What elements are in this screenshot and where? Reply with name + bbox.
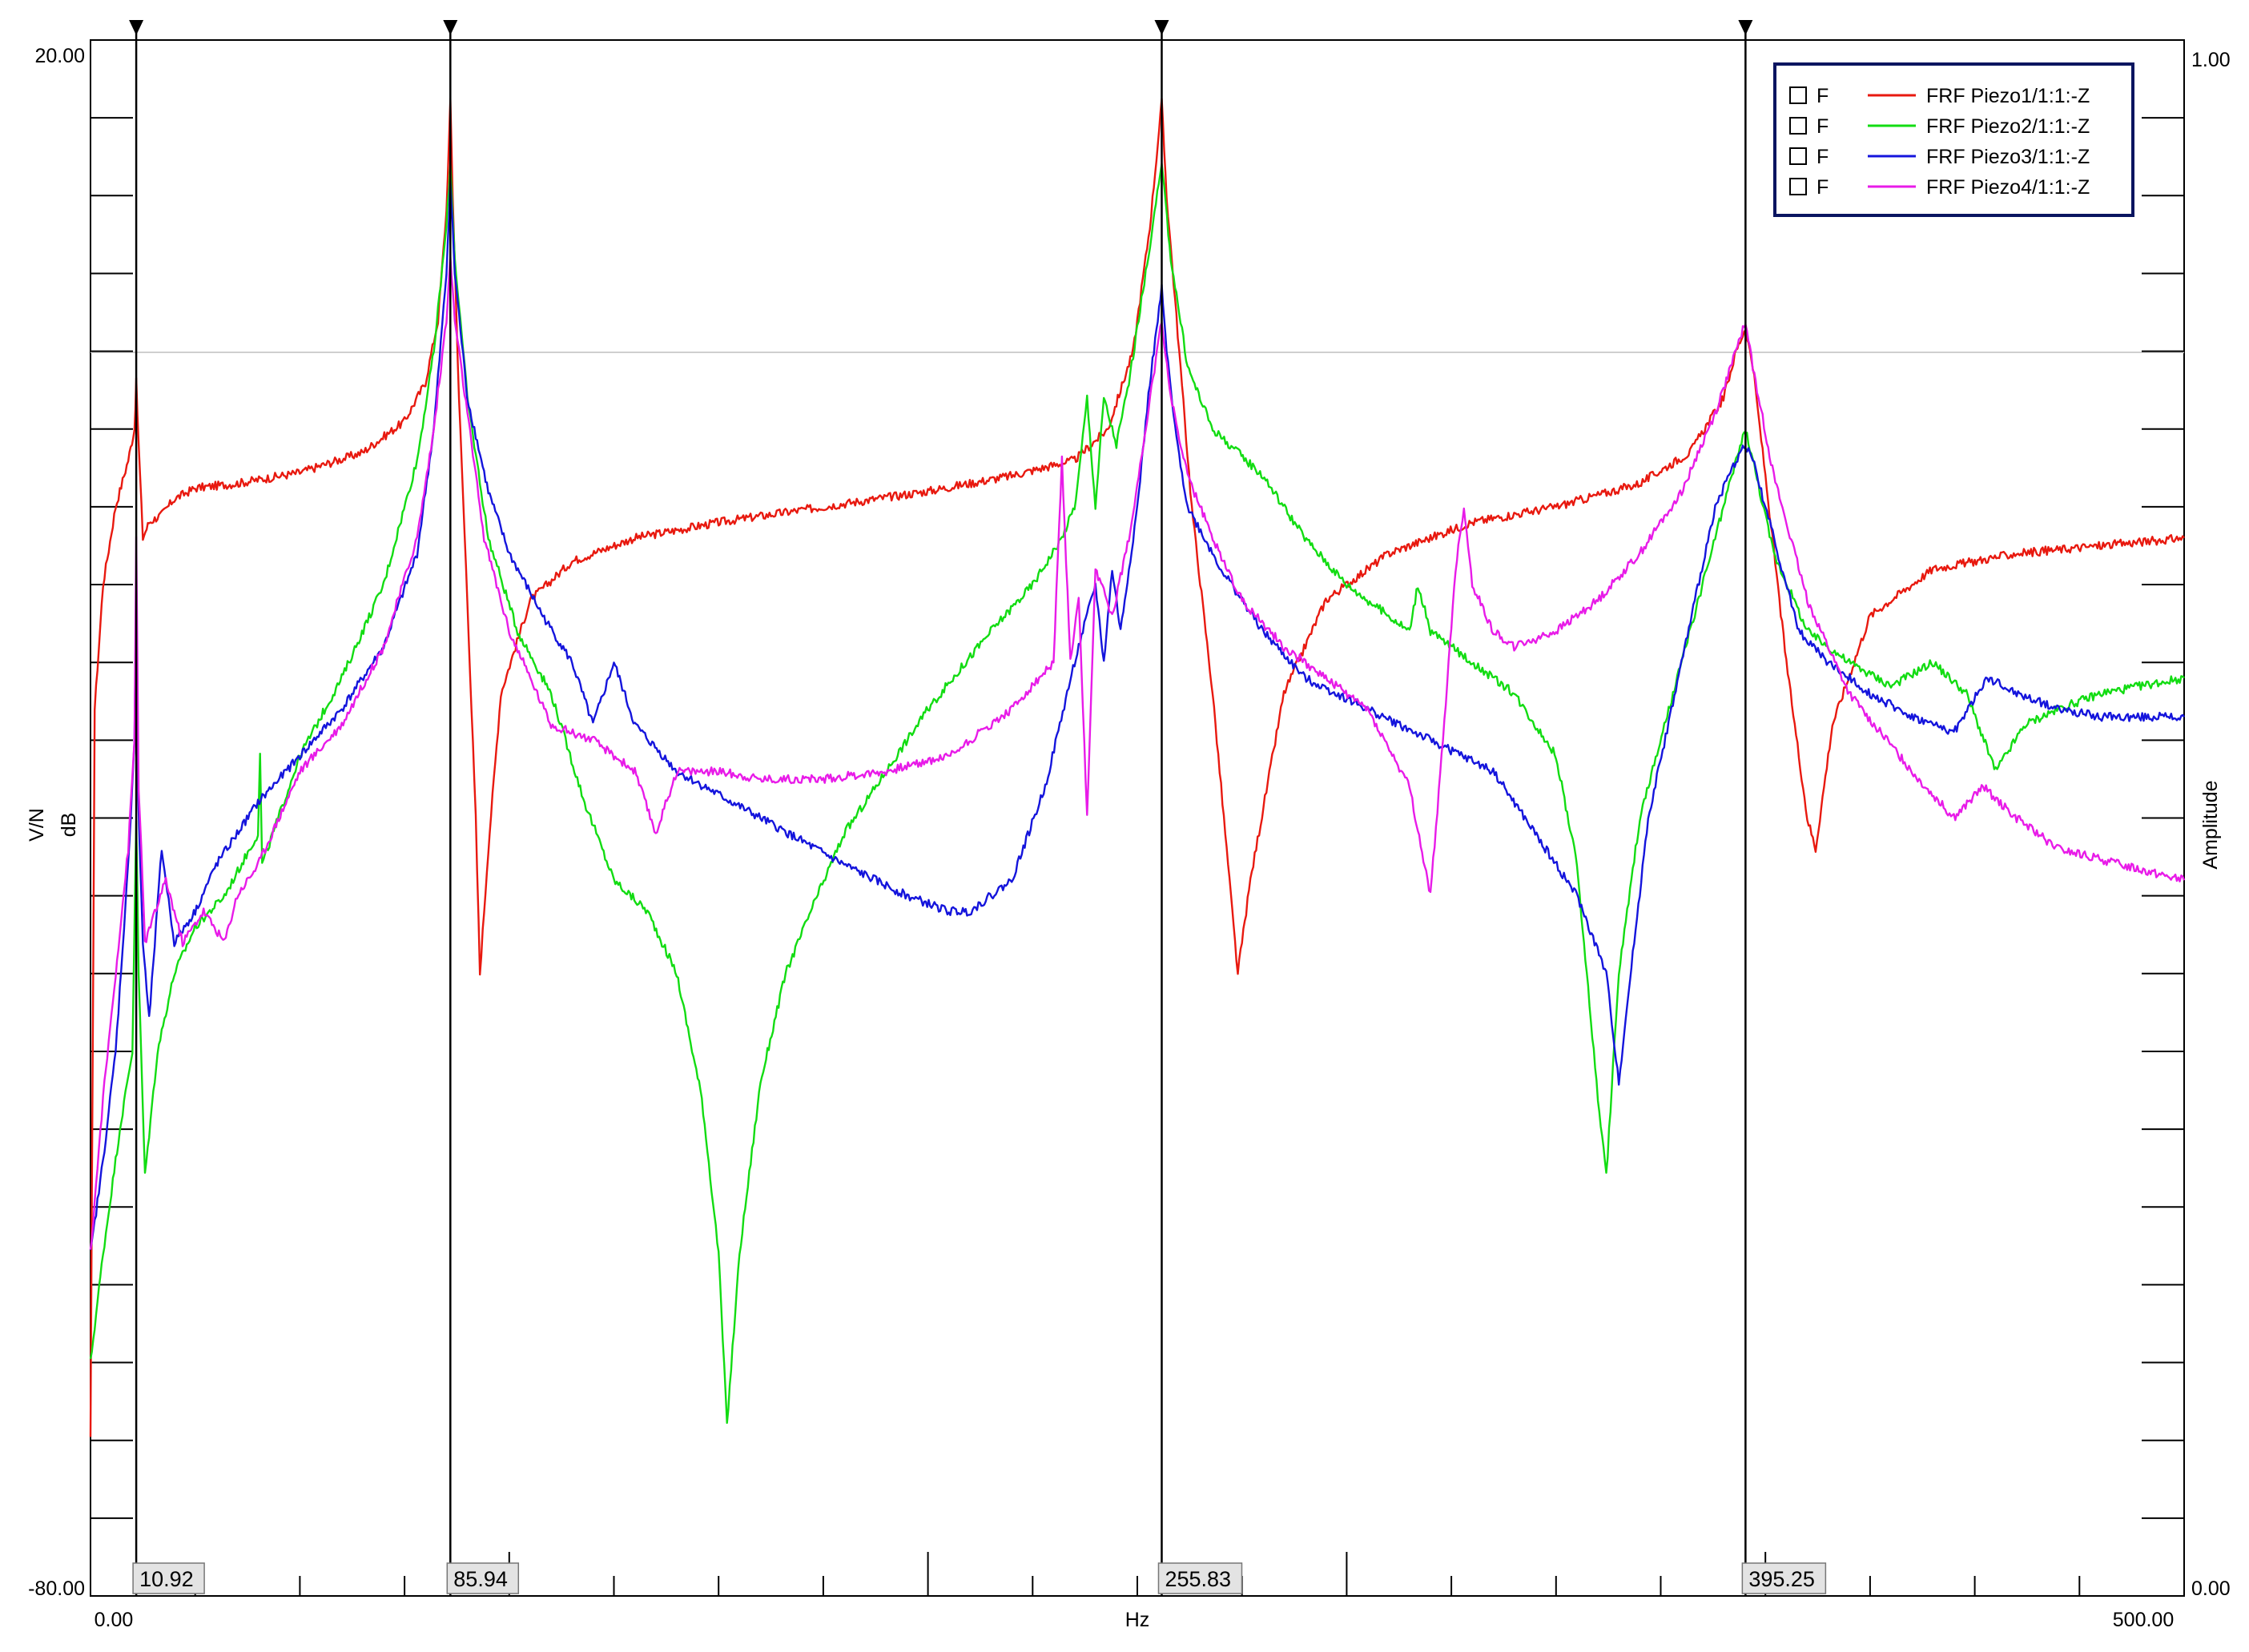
legend-item[interactable]: F FRF Piezo2/1:1:-Z <box>1789 115 2090 138</box>
plot-area <box>90 39 2185 1597</box>
legend-checkbox[interactable] <box>1789 147 1807 165</box>
y-left-bottom-tick-label: -80.00 <box>28 1578 85 1600</box>
legend-check-label: F <box>1816 176 1829 199</box>
x-left-tick-label: 0.00 <box>95 1609 134 1631</box>
cursor[interactable]: 255.83 <box>1154 20 1243 1596</box>
y-right-axis-label: Amplitude <box>2199 780 2222 869</box>
y-left-top-tick-label: 20.00 <box>34 45 85 67</box>
legend-item[interactable]: F FRF Piezo1/1:1:-Z <box>1789 85 2090 107</box>
cursor-label-box <box>132 1562 205 1594</box>
cursor[interactable]: 10.92 <box>129 20 205 1596</box>
cursor-label: 85.94 <box>453 1567 508 1591</box>
cursor-label: 10.92 <box>139 1567 194 1591</box>
legend-checkbox[interactable] <box>1789 117 1807 135</box>
legend-check-label: F <box>1816 146 1829 168</box>
right-axis-ticks <box>2142 117 2184 1519</box>
y-left-unit-label: V/N <box>26 808 48 842</box>
cursor-group: 10.92 85.94 255.83 395.25 <box>129 20 1827 1596</box>
legend-item[interactable]: F FRF Piezo4/1:1:-Z <box>1789 176 2090 199</box>
cursor[interactable]: 85.94 <box>443 20 520 1596</box>
cursor-label-box <box>1741 1562 1827 1594</box>
x-right-tick-label: 500.00 <box>2113 1609 2174 1631</box>
legend: F FRF Piezo1/1:1:-Z F FRF Piezo2/1:1:-Z … <box>1773 62 2134 217</box>
legend-series-label: FRF Piezo3/1:1:-Z <box>1926 146 2090 168</box>
left-axis-ticks <box>91 117 133 1519</box>
legend-series-label: FRF Piezo1/1:1:-Z <box>1926 85 2090 107</box>
legend-check-label: F <box>1816 85 1829 107</box>
series-group <box>89 98 2186 1437</box>
legend-series-label: FRF Piezo2/1:1:-Z <box>1926 115 2090 138</box>
cursor[interactable]: 395.25 <box>1738 20 1827 1596</box>
y-right-top-tick-label: 1.00 <box>2191 49 2231 71</box>
legend-series-label: FRF Piezo4/1:1:-Z <box>1926 176 2090 199</box>
legend-checkbox[interactable] <box>1789 86 1807 104</box>
cursor-marker-icon[interactable] <box>1154 20 1169 35</box>
x-axis-label: Hz <box>1125 1609 1150 1631</box>
cursor-label: 255.83 <box>1165 1567 1231 1591</box>
cursor-label-box <box>446 1562 520 1594</box>
legend-check-label: F <box>1816 115 1829 138</box>
y-right-bottom-tick-label: 0.00 <box>2191 1578 2231 1600</box>
legend-box <box>1773 62 2134 217</box>
cursor-label: 395.25 <box>1748 1567 1815 1591</box>
y-left-scale-label: dB <box>58 813 80 838</box>
legend-checkbox[interactable] <box>1789 178 1807 195</box>
cursor-marker-icon[interactable] <box>1738 20 1753 35</box>
legend-item[interactable]: F FRF Piezo3/1:1:-Z <box>1789 146 2090 168</box>
cursor-marker-icon[interactable] <box>129 20 144 35</box>
series-line <box>89 255 2186 1250</box>
cursor-label-box <box>1157 1562 1243 1594</box>
cursor-marker-icon[interactable] <box>443 20 458 35</box>
